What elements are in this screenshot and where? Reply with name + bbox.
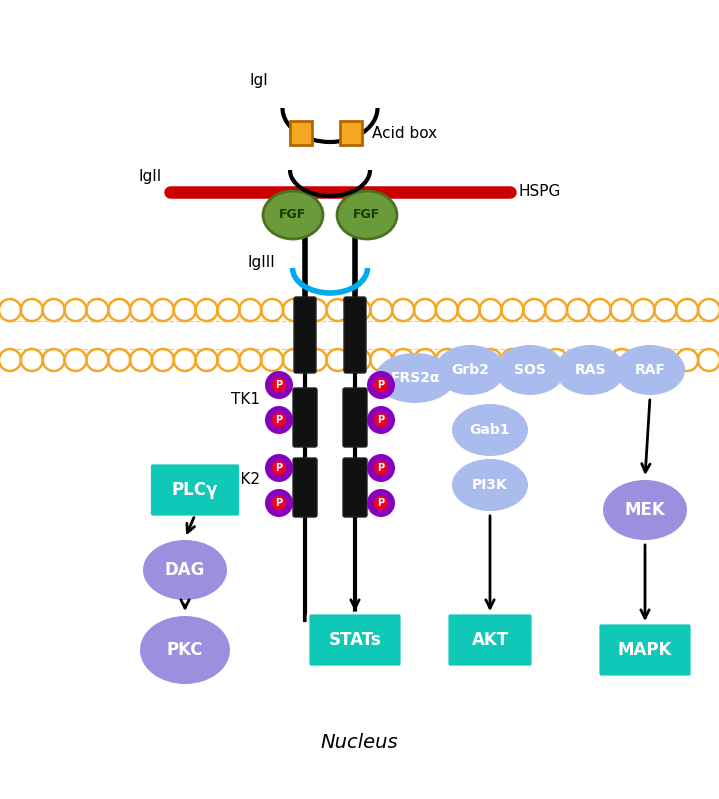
- Circle shape: [265, 454, 293, 482]
- Text: Grb2: Grb2: [451, 363, 489, 377]
- Ellipse shape: [337, 191, 397, 239]
- Text: P: P: [275, 463, 283, 473]
- Ellipse shape: [143, 540, 227, 600]
- Text: TK1: TK1: [231, 392, 260, 407]
- Ellipse shape: [495, 345, 565, 395]
- Text: DAG: DAG: [165, 561, 205, 579]
- Text: IgI: IgI: [249, 73, 268, 88]
- FancyBboxPatch shape: [293, 458, 317, 517]
- Text: PLCγ: PLCγ: [172, 481, 218, 499]
- Ellipse shape: [435, 345, 505, 395]
- Ellipse shape: [555, 345, 625, 395]
- Circle shape: [367, 454, 395, 482]
- Text: Gab1: Gab1: [470, 423, 510, 437]
- FancyBboxPatch shape: [598, 623, 692, 677]
- Text: P: P: [275, 380, 283, 390]
- Text: RAS: RAS: [574, 363, 605, 377]
- Text: MAPK: MAPK: [618, 641, 672, 659]
- Text: Acid box: Acid box: [372, 125, 437, 141]
- Ellipse shape: [375, 353, 455, 403]
- Ellipse shape: [615, 345, 685, 395]
- Circle shape: [265, 371, 293, 399]
- FancyBboxPatch shape: [150, 463, 240, 517]
- Text: RAF: RAF: [634, 363, 666, 377]
- Ellipse shape: [452, 404, 528, 456]
- Text: STATs: STATs: [329, 631, 381, 649]
- FancyBboxPatch shape: [343, 458, 367, 517]
- FancyBboxPatch shape: [290, 121, 312, 145]
- Text: P: P: [377, 463, 385, 473]
- FancyBboxPatch shape: [293, 388, 317, 447]
- FancyBboxPatch shape: [294, 297, 316, 373]
- Text: P: P: [377, 415, 385, 425]
- Circle shape: [374, 461, 388, 475]
- FancyBboxPatch shape: [343, 388, 367, 447]
- Circle shape: [265, 489, 293, 517]
- Text: FRS2α: FRS2α: [390, 371, 440, 385]
- Circle shape: [272, 495, 286, 511]
- Circle shape: [265, 406, 293, 434]
- Circle shape: [374, 413, 388, 427]
- Text: P: P: [377, 380, 385, 390]
- Text: P: P: [377, 498, 385, 508]
- Text: Nucleus: Nucleus: [320, 733, 398, 752]
- Text: AKT: AKT: [472, 631, 508, 649]
- Circle shape: [367, 489, 395, 517]
- Circle shape: [367, 371, 395, 399]
- Circle shape: [272, 461, 286, 475]
- Circle shape: [374, 378, 388, 392]
- Text: TK2: TK2: [231, 472, 260, 487]
- Ellipse shape: [603, 480, 687, 540]
- FancyBboxPatch shape: [340, 121, 362, 145]
- Circle shape: [272, 378, 286, 392]
- Text: MEK: MEK: [625, 501, 665, 519]
- Circle shape: [367, 406, 395, 434]
- FancyBboxPatch shape: [447, 613, 533, 667]
- Text: HSPG: HSPG: [518, 185, 560, 200]
- Text: PKC: PKC: [167, 641, 203, 659]
- Ellipse shape: [140, 616, 230, 684]
- Ellipse shape: [263, 191, 323, 239]
- Text: P: P: [275, 498, 283, 508]
- FancyBboxPatch shape: [344, 297, 366, 373]
- Text: SOS: SOS: [514, 363, 546, 377]
- Circle shape: [374, 495, 388, 511]
- FancyBboxPatch shape: [308, 613, 402, 667]
- Text: FGF: FGF: [353, 209, 380, 221]
- Text: FGF: FGF: [280, 209, 306, 221]
- Circle shape: [272, 413, 286, 427]
- Text: PI3K: PI3K: [472, 478, 508, 492]
- Ellipse shape: [452, 459, 528, 511]
- Text: P: P: [275, 415, 283, 425]
- Text: IgIII: IgIII: [247, 256, 275, 271]
- Text: IgII: IgII: [139, 169, 162, 185]
